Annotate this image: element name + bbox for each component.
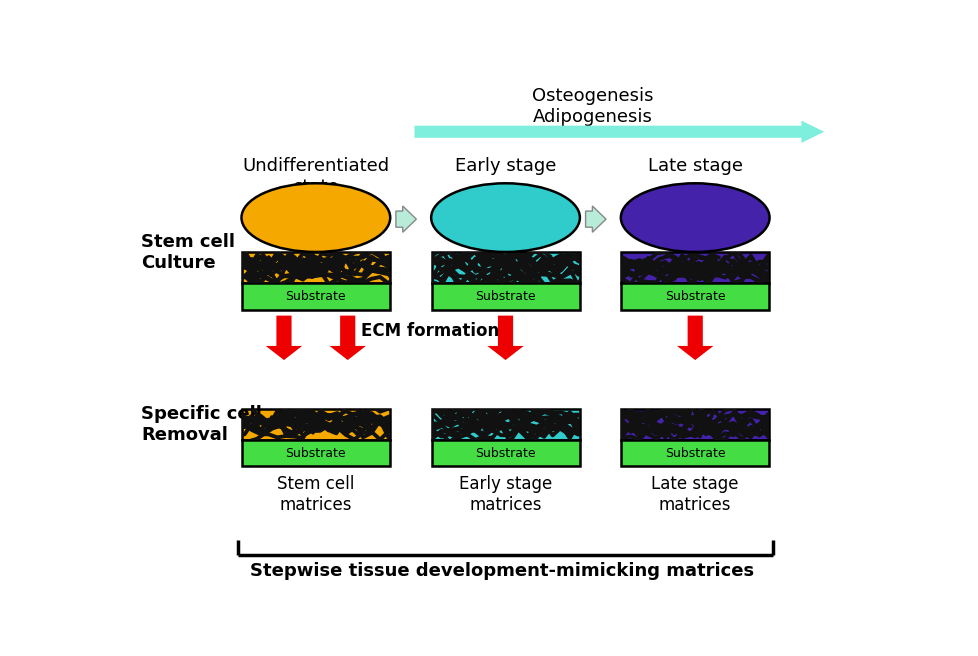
FancyArrow shape	[330, 316, 366, 360]
FancyArrow shape	[395, 206, 416, 232]
Text: Late stage
matrices: Late stage matrices	[650, 475, 738, 514]
Bar	[431, 409, 579, 440]
Bar	[621, 283, 769, 310]
FancyArrow shape	[265, 316, 302, 360]
FancyArrow shape	[414, 121, 823, 143]
Text: Substrate: Substrate	[664, 290, 725, 303]
Text: Early stage: Early stage	[455, 157, 556, 175]
Bar	[431, 283, 579, 310]
Text: Substrate: Substrate	[286, 290, 346, 303]
FancyArrow shape	[677, 316, 713, 360]
Bar	[621, 252, 769, 283]
Bar	[431, 440, 579, 466]
Bar	[242, 409, 389, 440]
Text: Substrate: Substrate	[474, 447, 535, 459]
FancyArrow shape	[487, 316, 523, 360]
Ellipse shape	[242, 183, 390, 252]
Ellipse shape	[430, 183, 579, 252]
Ellipse shape	[620, 183, 769, 252]
Text: Osteogenesis
Adipogenesis: Osteogenesis Adipogenesis	[531, 87, 653, 126]
Text: Undifferentiated
state: Undifferentiated state	[242, 157, 389, 195]
Bar	[621, 440, 769, 466]
Text: Late stage: Late stage	[647, 157, 742, 175]
Text: Stem cell
Culture: Stem cell Culture	[141, 233, 235, 272]
Text: ECM formation: ECM formation	[361, 321, 499, 340]
Bar	[621, 409, 769, 440]
Text: Stem cell
matrices: Stem cell matrices	[277, 475, 354, 514]
Bar	[431, 252, 579, 283]
Bar	[242, 283, 389, 310]
Bar	[242, 252, 389, 283]
Text: Early stage
matrices: Early stage matrices	[459, 475, 552, 514]
Text: Specific cell
Removal: Specific cell Removal	[141, 405, 262, 443]
Text: Substrate: Substrate	[286, 447, 346, 459]
FancyArrow shape	[585, 206, 605, 232]
Text: Substrate: Substrate	[474, 290, 535, 303]
Text: Stepwise tissue development-mimicking matrices: Stepwise tissue development-mimicking ma…	[249, 562, 753, 580]
Bar	[242, 440, 389, 466]
Text: Substrate: Substrate	[664, 447, 725, 459]
